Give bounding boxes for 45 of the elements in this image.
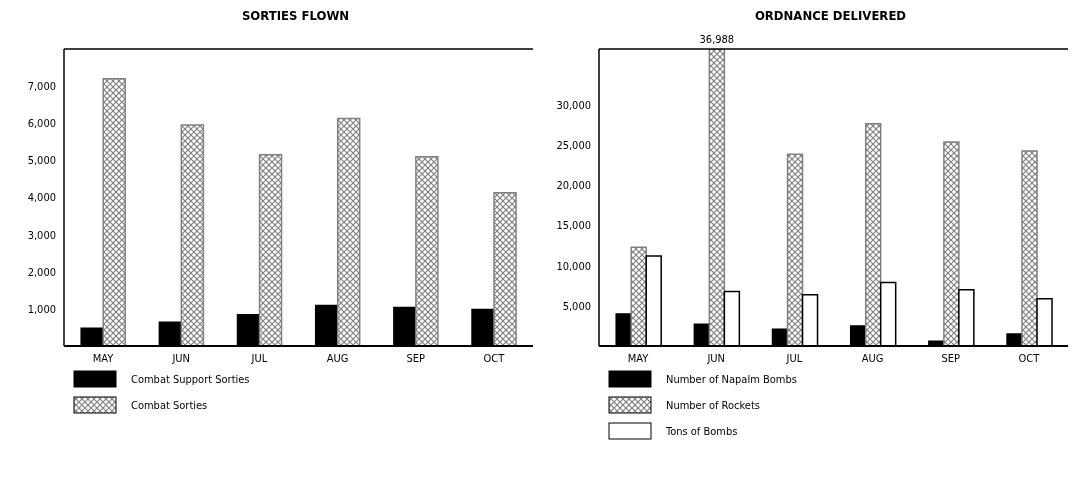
bar: [180, 124, 205, 346]
bar: [258, 154, 283, 346]
x-tick-label: MAY: [627, 351, 650, 365]
bar: [943, 141, 960, 346]
bar: [708, 49, 726, 346]
bar: [864, 122, 882, 346]
x-tick-label: AUG: [326, 351, 349, 365]
x-tick-label: OCT: [483, 351, 506, 365]
bar: [415, 155, 439, 346]
legend-label: Tons of Bombs: [666, 424, 738, 438]
y-tick-label: 1,000: [27, 302, 56, 316]
y-tick-label: 6,000: [27, 117, 56, 131]
bar: [786, 153, 804, 346]
x-tick-label: JUN: [706, 351, 726, 365]
x-tick-label: JUL: [785, 351, 803, 365]
bar: [493, 191, 517, 346]
x-tick-label: JUL: [250, 351, 268, 365]
legend-label: Number of Rockets: [666, 398, 760, 412]
y-tick-label: 2,000: [27, 265, 56, 279]
y-tick-label: 25,000: [556, 139, 591, 153]
y-tick-label: 7,000: [27, 80, 56, 94]
x-tick-label: OCT: [1018, 351, 1041, 365]
y-tick-label: 15,000: [556, 219, 591, 233]
bar: [1021, 150, 1038, 346]
y-tick-label: 3,000: [27, 228, 56, 242]
bar: [630, 246, 647, 346]
legend-label: Number of Napalm Bombs: [666, 372, 797, 386]
y-tick-label: 10,000: [556, 259, 591, 273]
y-tick-label: 4,000: [27, 191, 56, 205]
bar: [336, 117, 361, 346]
x-tick-label: SEP: [406, 351, 426, 365]
chart-title: SORTIES FLOWN: [240, 8, 351, 25]
bar: [102, 77, 126, 346]
y-tick-label: 5,000: [27, 154, 56, 168]
x-tick-label: AUG: [861, 351, 884, 365]
chart-title: ORDNANCE DELIVERED: [753, 8, 908, 25]
legend-label: Combat Support Sorties: [131, 372, 250, 386]
x-tick-label: SEP: [941, 351, 961, 365]
y-tick-label: 20,000: [556, 179, 591, 193]
y-tick-label: 5,000: [562, 299, 591, 313]
x-tick-label: JUN: [171, 351, 191, 365]
x-tick-label: MAY: [92, 351, 115, 365]
y-tick-label: 30,000: [556, 99, 591, 113]
data-label: 36,988: [699, 33, 735, 47]
legend-label: Combat Sorties: [131, 398, 208, 412]
